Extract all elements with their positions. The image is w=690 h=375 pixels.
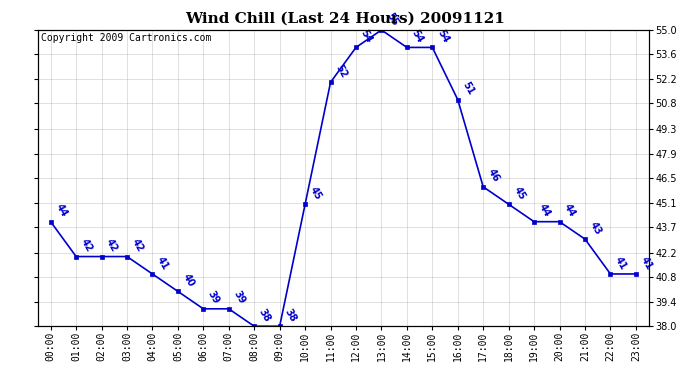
Text: 44: 44	[562, 202, 578, 219]
Text: 44: 44	[537, 202, 552, 219]
Text: 42: 42	[130, 237, 145, 254]
Text: 54: 54	[410, 28, 425, 45]
Text: 41: 41	[639, 255, 654, 271]
Text: 54: 54	[435, 28, 451, 45]
Text: 38: 38	[257, 307, 273, 324]
Text: 42: 42	[79, 237, 95, 254]
Text: 42: 42	[104, 237, 120, 254]
Text: 41: 41	[155, 255, 170, 271]
Text: 55: 55	[384, 10, 400, 27]
Text: Wind Chill (Last 24 Hours) 20091121: Wind Chill (Last 24 Hours) 20091121	[185, 11, 505, 25]
Text: 40: 40	[181, 272, 196, 289]
Text: 44: 44	[53, 202, 69, 219]
Text: 38: 38	[282, 307, 298, 324]
Text: 39: 39	[206, 290, 221, 306]
Text: 41: 41	[613, 255, 629, 271]
Text: 54: 54	[359, 28, 374, 45]
Text: 51: 51	[460, 80, 476, 97]
Text: 52: 52	[333, 63, 348, 80]
Text: 45: 45	[308, 185, 324, 201]
Text: Copyright 2009 Cartronics.com: Copyright 2009 Cartronics.com	[41, 33, 211, 43]
Text: 39: 39	[232, 290, 247, 306]
Text: 43: 43	[588, 220, 603, 236]
Text: 45: 45	[511, 185, 527, 201]
Text: 46: 46	[486, 167, 502, 184]
